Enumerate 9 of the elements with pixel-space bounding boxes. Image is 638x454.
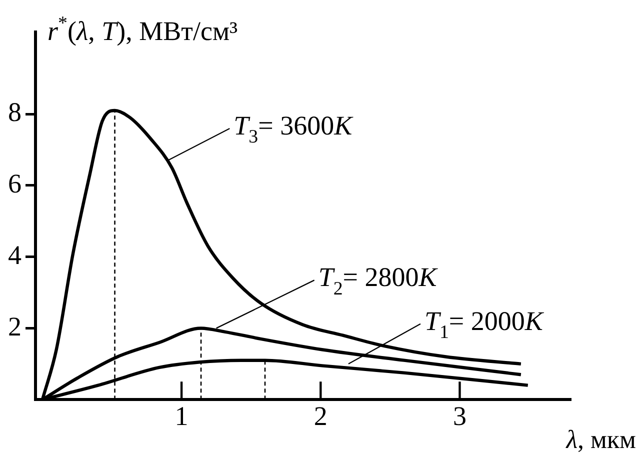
x-tick-label: 3 [452,400,466,431]
x-axis-title: λ, мкм [565,425,636,454]
y-tick-label: 2 [8,311,22,342]
y-tick-label: 4 [8,240,22,270]
y-tick-label: 6 [8,168,22,199]
y-tick-label: 8 [8,97,22,128]
x-tick-label: 1 [174,400,188,431]
x-tick-label: 2 [314,400,328,431]
text: r*(λ, T), МВт/см³ [48,13,238,46]
